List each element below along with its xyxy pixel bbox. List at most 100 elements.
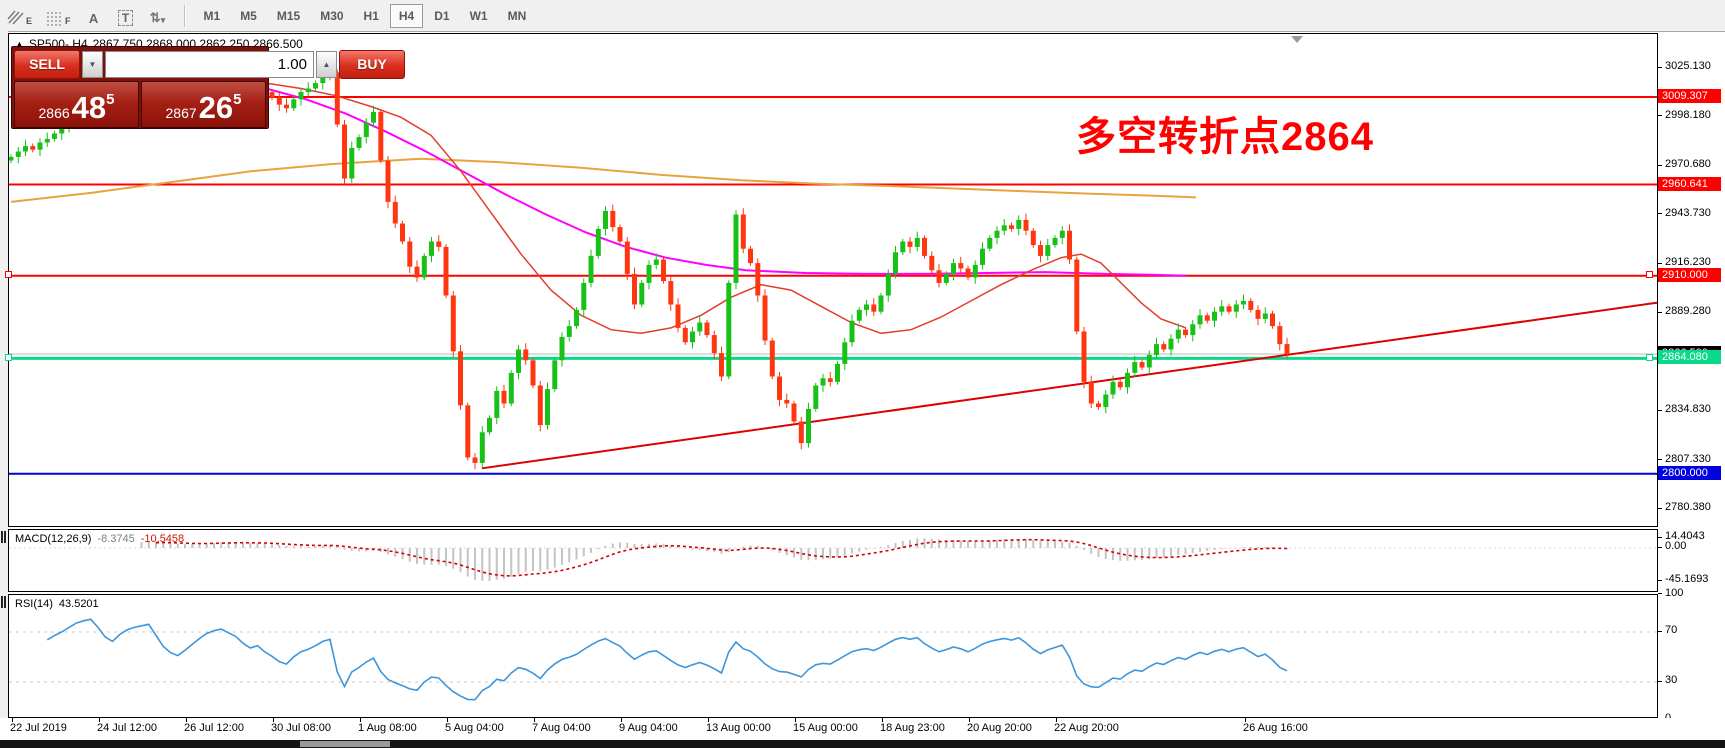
sell-price-big: 48: [71, 90, 107, 125]
main-chart-panel[interactable]: ▲ SP500-,H4 2867.750 2868.000 2862.250 2…: [8, 33, 1658, 527]
price-tick-label: 2807.330: [1665, 452, 1711, 465]
sell-button[interactable]: SELL: [14, 49, 80, 79]
time-axis-label: 24 Jul 12:00: [97, 722, 157, 734]
sell-price-prefix: 2866: [38, 105, 70, 121]
time-tick: [186, 718, 187, 722]
collapse-arrow-icon[interactable]: [1291, 36, 1303, 43]
label-tool-icon[interactable]: T: [113, 4, 139, 28]
macd-chart: [9, 538, 1657, 581]
timeframe-button-mn[interactable]: MN: [507, 8, 527, 23]
rsi-value: 43.5201: [58, 598, 99, 610]
price-tick: [1658, 459, 1662, 460]
timeframe-button-m1[interactable]: M1: [203, 8, 221, 23]
price-badge-2864.080: 2864.080: [1658, 350, 1721, 365]
hline-2864-left-handle[interactable]: [5, 354, 12, 361]
rsi-indicator-panel[interactable]: RSI(14) 43.5201: [8, 594, 1658, 718]
buy-price-display[interactable]: 2867 26 5: [141, 81, 266, 128]
fibonacci-tool-icon[interactable]: F: [42, 4, 75, 28]
time-axis[interactable]: 22 Jul 2019 24 Jul 12:00 26 Jul 12:00 30 Ju…: [0, 718, 1725, 740]
time-axis-label: 30 Jul 08:00: [271, 722, 331, 734]
time-axis-label: 9 Aug 04:00: [619, 722, 678, 734]
text-tool-glyph: A: [88, 10, 99, 26]
rsi-panel-drag-handle[interactable]: [1, 596, 6, 608]
time-axis-label: 26 Aug 16:00: [1243, 722, 1308, 734]
timeframe-button-h1[interactable]: H1: [363, 8, 379, 23]
macd-tick: [1658, 546, 1662, 548]
fibo-tool-sub-label: F: [65, 15, 71, 26]
buy-price-sup: 5: [233, 91, 242, 108]
hline-2864-right-handle[interactable]: [1646, 354, 1653, 361]
price-tick: [1658, 409, 1662, 411]
price-tick-label: 2889.280: [1665, 305, 1711, 317]
time-tick: [1245, 718, 1246, 722]
price-badge-2800.000: 2800.000: [1658, 465, 1721, 480]
volume-input[interactable]: [105, 50, 314, 78]
timeframe-button-w1[interactable]: W1: [469, 8, 488, 23]
timeframe-button-h4[interactable]: H4: [389, 3, 424, 28]
time-tick: [273, 718, 274, 722]
time-tick: [99, 718, 100, 722]
timeframe-button-group: M1 M5 M15 M30 H1 H4 D1 W1 MN: [194, 3, 537, 28]
timeframe-button-m5[interactable]: M5: [240, 8, 257, 23]
bottom-scrollbar[interactable]: [0, 740, 1725, 748]
time-tick: [447, 718, 448, 722]
macd-tick: [1658, 536, 1662, 538]
sell-price-display[interactable]: 2866 48 5: [14, 81, 139, 128]
timeframe-button-m30[interactable]: M30: [320, 8, 344, 23]
price-tick: [1658, 115, 1662, 117]
time-tick: [969, 718, 970, 722]
price-tick: [1658, 262, 1662, 264]
volume-increase-button[interactable]: ▲: [316, 50, 337, 78]
price-badge-2910.000: 2910.000: [1658, 267, 1721, 282]
time-tick: [882, 718, 883, 722]
label-tool-glyph: T: [117, 9, 134, 26]
price-tick-label: 2916.230: [1665, 256, 1711, 269]
macd-main-value: -8.3745: [97, 533, 135, 545]
timeframe-button-d1[interactable]: D1: [434, 8, 450, 23]
toolbar-separator: [183, 4, 186, 27]
sell-price-sup: 5: [106, 91, 115, 108]
time-axis-label: 5 Aug 04:00: [445, 722, 504, 734]
volume-decrease-button[interactable]: ▼: [82, 50, 103, 78]
text-tool-icon[interactable]: A: [81, 4, 107, 28]
time-axis-label: 26 Jul 12:00: [184, 722, 244, 734]
rsi-name: RSI(14): [15, 598, 53, 610]
draw-lines-tool-icon[interactable]: E: [3, 4, 36, 28]
price-axis[interactable]: 3025.130 2998.180 2970.680 2943.730 2916.230…: [1658, 0, 1725, 748]
chart-annotation-text: 多空转折点2864: [1076, 115, 1374, 159]
rsi-chart: [9, 618, 1657, 701]
spinner-down-icon: ▼: [88, 59, 97, 69]
rsi-tick-label: 30: [1665, 674, 1678, 686]
scrollbar-thumb[interactable]: [300, 741, 390, 747]
macd-tick-label: -45.1693: [1665, 573, 1709, 585]
symbol-marker-icon: ▲: [15, 39, 24, 49]
macd-indicator-panel[interactable]: MACD(12,26,9) -8.3745 -10.5458: [8, 529, 1658, 592]
arrows-tool-icon[interactable]: ⇅ ▾: [145, 4, 171, 28]
draw-tool-sub-label: E: [26, 15, 33, 26]
time-axis-label: 22 Aug 20:00: [1054, 722, 1119, 734]
macd-name: MACD(12,26,9): [15, 533, 92, 545]
time-axis-label: 15 Aug 00:00: [793, 722, 858, 734]
time-axis-label: 20 Aug 20:00: [967, 722, 1032, 734]
buy-button[interactable]: BUY: [339, 49, 405, 79]
timeframe-button-m15[interactable]: M15: [276, 8, 301, 23]
rsi-tick: [1658, 680, 1662, 682]
rsi-tick: [1658, 593, 1662, 594]
macd-signal-value: -10.5458: [140, 533, 185, 545]
candlestick-chart[interactable]: [9, 34, 1657, 526]
time-tick: [708, 718, 709, 722]
price-tick-label: 2998.180: [1665, 108, 1711, 121]
hline-2910-right-handle[interactable]: [1646, 271, 1653, 278]
macd-tick-label: 0.00: [1665, 540, 1687, 552]
macd-panel-drag-handle[interactable]: [1, 531, 6, 543]
time-axis-label: 1 Aug 08:00: [358, 722, 417, 734]
price-badge-3009.307: 3009.307: [1658, 88, 1721, 103]
spinner-up-icon: ▲: [322, 59, 331, 69]
hline-2910-left-handle[interactable]: [5, 271, 12, 278]
buy-price-prefix: 2867: [165, 105, 197, 121]
rsi-tick: [1658, 630, 1662, 632]
macd-label: MACD(12,26,9) -8.3745 -10.5458: [15, 533, 184, 545]
time-axis-label: 22 Jul 2019: [10, 722, 67, 734]
buy-price-big: 26: [198, 90, 234, 125]
price-tick: [1658, 164, 1662, 166]
